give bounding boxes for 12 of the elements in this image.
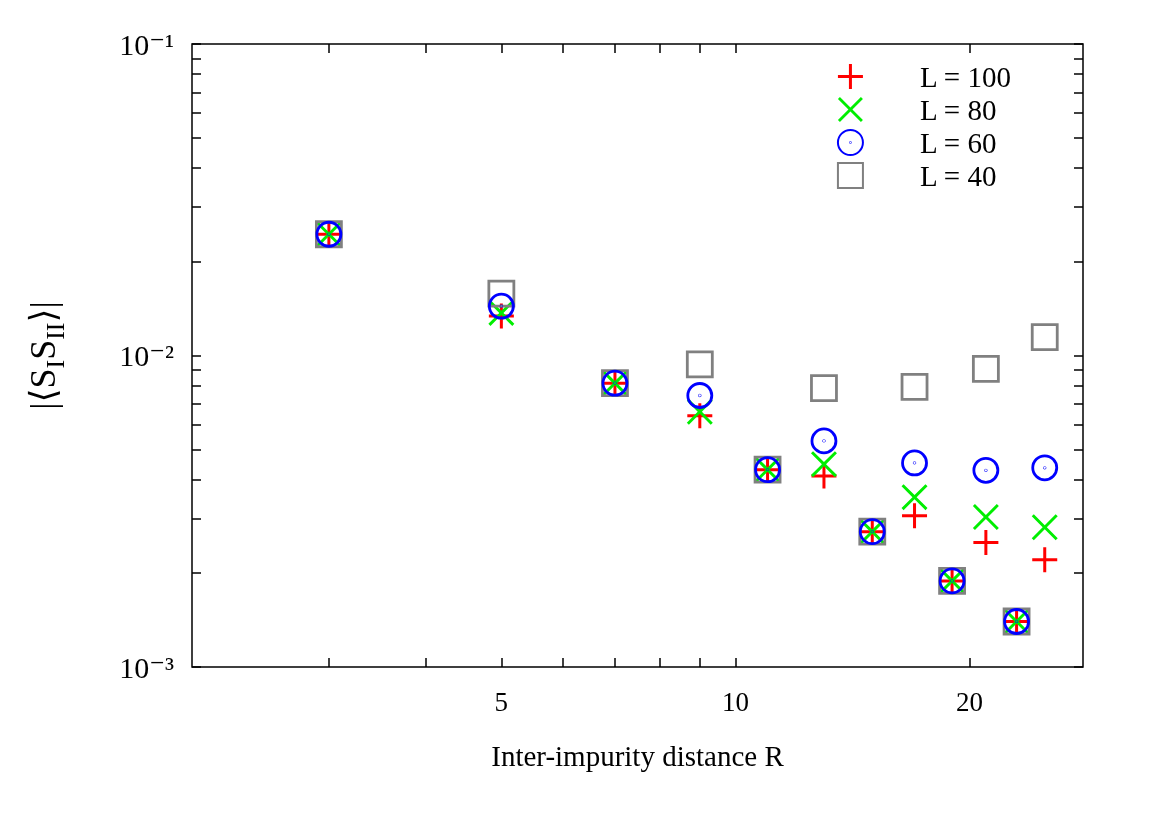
x-tick-label: 5: [494, 687, 509, 717]
y-tick-label: 10⁻¹: [119, 27, 174, 61]
x-tick-label: 10: [721, 687, 749, 717]
y-axis-title: |⟨SISII⟩|: [23, 301, 70, 410]
x-axis-title: Inter-impurity distance R: [491, 739, 785, 772]
y-tick-label: 10⁻³: [119, 650, 174, 684]
y-tick-label: 10⁻²: [119, 339, 174, 372]
legend-label: L = 100: [919, 60, 1011, 93]
x-tick-label: 20: [955, 687, 983, 717]
legend-label: L = 80: [919, 93, 997, 126]
legend-label: L = 60: [919, 126, 997, 159]
legend-label: L = 40: [919, 159, 997, 192]
